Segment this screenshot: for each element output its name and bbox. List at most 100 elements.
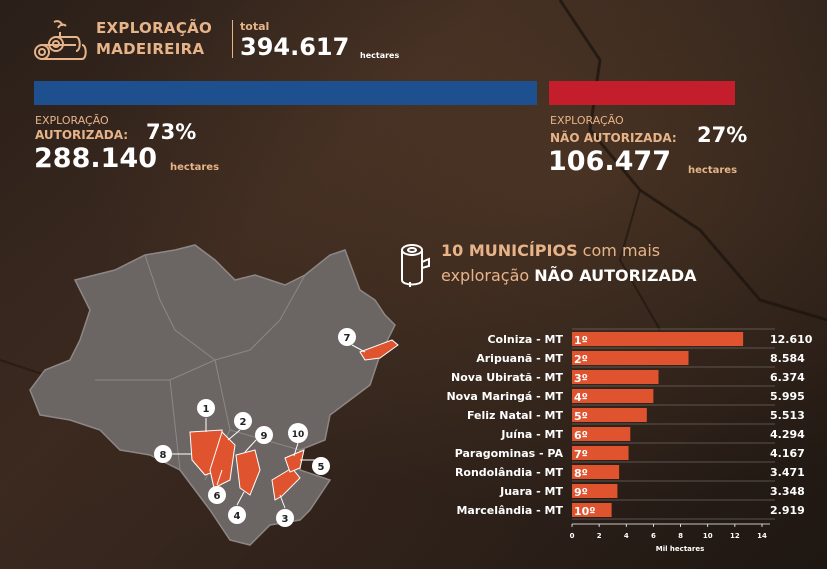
chart-rank-label: 8º bbox=[574, 467, 588, 480]
map-marker-5: 5 bbox=[300, 457, 330, 475]
chart-bar bbox=[572, 465, 620, 479]
page-title: EXPLORAÇÃO MADEIREIRA bbox=[96, 18, 212, 60]
chart-bars bbox=[572, 332, 744, 517]
map-markers: 1 2 3 4 5 6 7 8 9 10 bbox=[154, 328, 366, 527]
chart-value-label: 4.294 bbox=[770, 428, 805, 441]
chart-tick-label: 14 bbox=[757, 532, 767, 540]
chart-category-label: Rondolândia - MT bbox=[455, 466, 564, 479]
chart-rank-label: 2º bbox=[574, 353, 588, 366]
authorized-label-small: EXPLORAÇÃO bbox=[35, 114, 109, 127]
unauthorized-label-small: EXPLORAÇÃO bbox=[550, 114, 624, 127]
chart-tick-label: 12 bbox=[730, 532, 740, 540]
unauthorized-label-kind: NÃO AUTORIZADA: bbox=[550, 131, 677, 145]
title-line-1: EXPLORAÇÃO bbox=[96, 19, 213, 37]
chart-category-label: Nova Maringá - MT bbox=[446, 390, 563, 403]
chart-value-label: 3.348 bbox=[770, 485, 805, 498]
total-value: 394.617 bbox=[240, 33, 350, 61]
chart-rank-label: 4º bbox=[574, 391, 588, 404]
chart-tick-label: 2 bbox=[597, 532, 602, 540]
ranking-title: 10 MUNICÍPIOS com mais exploração NÃO AU… bbox=[441, 238, 697, 288]
chart-rank-label: 1º bbox=[574, 334, 588, 347]
chart-value-label: 3.471 bbox=[770, 466, 805, 479]
chart-x-axis: 0 2 4 6 8 10 12 14 bbox=[570, 523, 770, 540]
map-marker-6: 6 bbox=[208, 469, 226, 504]
chart-value-label: 4.167 bbox=[770, 447, 805, 460]
chart-value-label: 12.610 bbox=[770, 333, 813, 346]
brazil-amazon-map: 1 2 3 4 5 6 7 8 9 10 bbox=[29, 244, 399, 546]
svg-text:2: 2 bbox=[240, 417, 247, 428]
map-marker-3: 3 bbox=[276, 494, 294, 527]
logs-icon bbox=[34, 20, 87, 60]
chart-rank-label: 9º bbox=[574, 486, 588, 499]
chart-bar bbox=[572, 389, 654, 403]
svg-text:5: 5 bbox=[318, 462, 325, 473]
authorized-label-kind: AUTORIZADA: bbox=[35, 128, 129, 142]
chart-rank-label: 7º bbox=[574, 448, 588, 461]
authorized-share-bar bbox=[34, 81, 537, 105]
chart-x-axis-label: Mil hectares bbox=[656, 545, 705, 553]
title-line-2: MADEIREIRA bbox=[96, 40, 205, 58]
map-marker-2: 2 bbox=[227, 412, 252, 441]
chart-category-label: Marcelândia - MT bbox=[456, 504, 563, 517]
map-marker-10: 10 bbox=[288, 423, 308, 457]
chart-bar bbox=[572, 408, 647, 422]
svg-text:9: 9 bbox=[261, 431, 268, 442]
chart-value-label: 2.919 bbox=[770, 504, 805, 517]
svg-text:8: 8 bbox=[160, 450, 167, 461]
chart-value-label: 6.374 bbox=[770, 371, 805, 384]
chart-category-label: Juína - MT bbox=[500, 428, 563, 441]
total-label: total bbox=[240, 20, 270, 33]
chart-category-label: Aripuanã - MT bbox=[476, 352, 563, 365]
chart-tick-label: 0 bbox=[570, 532, 575, 540]
chart-grid bbox=[572, 328, 775, 520]
title-divider bbox=[232, 20, 233, 58]
chart-category-label: Paragominas - PA bbox=[455, 447, 564, 460]
chart-rank-label: 3º bbox=[574, 372, 588, 385]
chart-bar bbox=[572, 484, 618, 498]
chart-value-label: 5.995 bbox=[770, 390, 805, 403]
state-borders bbox=[95, 254, 306, 481]
chart-bar bbox=[572, 503, 612, 517]
authorized-value: 288.140 bbox=[34, 143, 157, 174]
chart-tick-label: 8 bbox=[678, 532, 683, 540]
unauthorized-unit: hectares bbox=[688, 165, 738, 176]
authorized-percent: 73% bbox=[146, 120, 197, 144]
chart-bar bbox=[572, 446, 629, 460]
total-unit: hectares bbox=[360, 51, 400, 60]
chart-bar bbox=[572, 427, 631, 441]
municipality-shapes bbox=[189, 339, 399, 501]
map-marker-1: 1 bbox=[197, 399, 215, 432]
chart-value-label: 8.584 bbox=[770, 352, 805, 365]
chart-bar bbox=[572, 351, 689, 365]
chart-labels: Colniza - MT 1º 12.610 Aripuanã - MT 2º 8.584… bbox=[446, 333, 812, 518]
unauthorized-percent: 27% bbox=[697, 123, 748, 147]
chart-rank-label: 10º bbox=[574, 505, 596, 518]
svg-text:4: 4 bbox=[234, 511, 241, 522]
ranking-title-part4: NÃO AUTORIZADA bbox=[534, 266, 697, 285]
chart-value-label: 5.513 bbox=[770, 409, 805, 422]
svg-text:6: 6 bbox=[214, 491, 221, 502]
map-marker-7: 7 bbox=[338, 328, 366, 353]
chart-category-label: Feliz Natal - MT bbox=[467, 409, 564, 422]
map-marker-4: 4 bbox=[228, 491, 246, 524]
chart-tick-label: 6 bbox=[651, 532, 656, 540]
chart-category-label: Juara - MT bbox=[499, 485, 563, 498]
chart-tick-label: 4 bbox=[624, 532, 629, 540]
ranking-title-part3: exploração bbox=[441, 266, 535, 285]
svg-text:3: 3 bbox=[282, 514, 289, 525]
unauthorized-share-bar bbox=[549, 81, 735, 105]
ranking-title-part2: com mais bbox=[577, 241, 661, 260]
chart-bar bbox=[572, 332, 744, 346]
map-marker-8: 8 bbox=[154, 445, 192, 463]
chart-tick-label: 10 bbox=[703, 532, 713, 540]
chart-category-label: Colniza - MT bbox=[487, 333, 563, 346]
chart-rank-label: 5º bbox=[574, 410, 588, 423]
chart-bar bbox=[572, 370, 659, 384]
map-marker-9: 9 bbox=[244, 426, 273, 453]
svg-text:1: 1 bbox=[203, 404, 210, 415]
log-icon bbox=[401, 244, 430, 287]
svg-text:10: 10 bbox=[292, 430, 305, 440]
unauthorized-value: 106.477 bbox=[548, 146, 671, 177]
authorized-unit: hectares bbox=[170, 162, 220, 173]
